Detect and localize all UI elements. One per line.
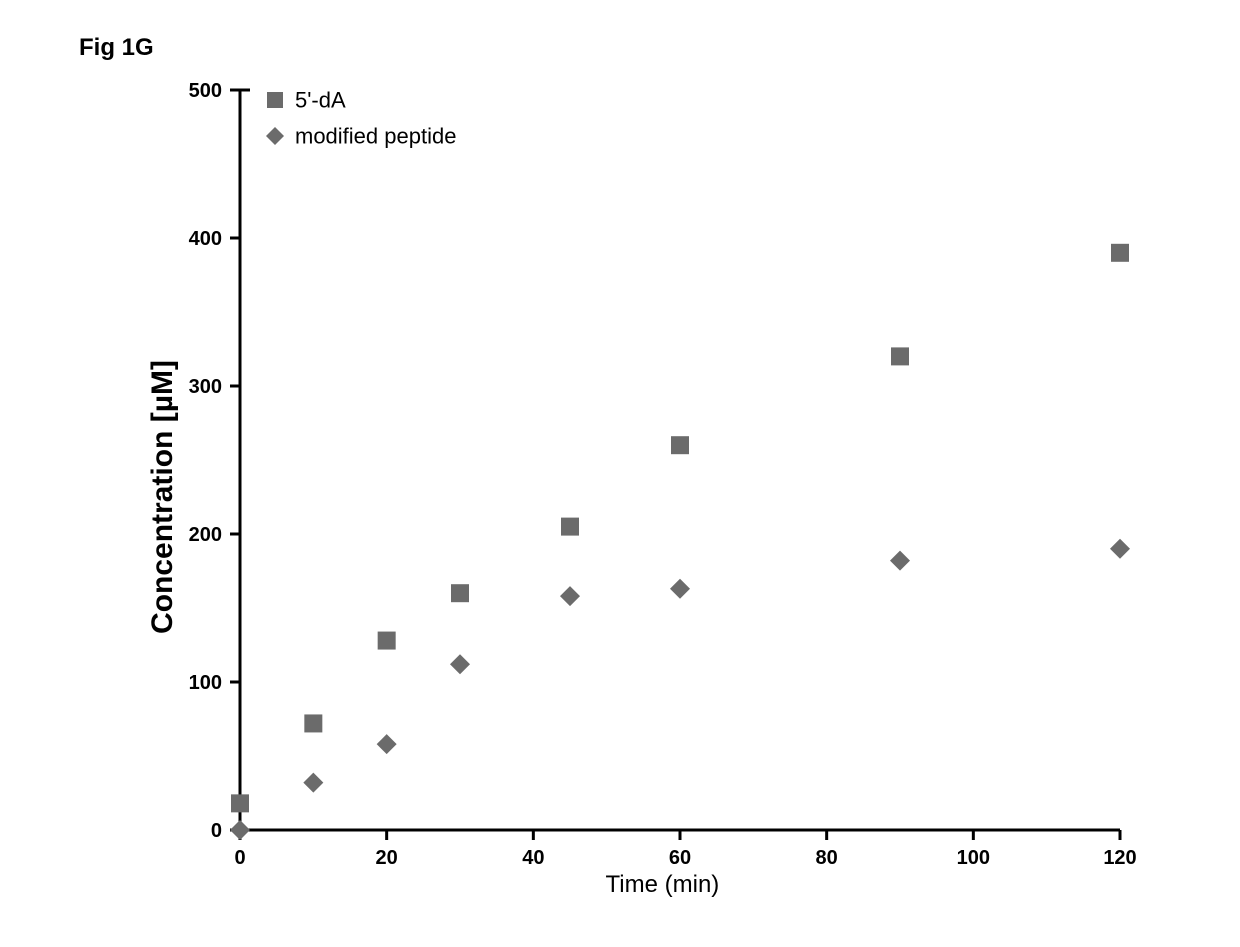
y-tick-label: 0	[211, 820, 222, 842]
x-tick-label: 100	[957, 847, 990, 869]
x-tick-label: 20	[376, 847, 398, 869]
y-tick-label: 300	[189, 376, 222, 398]
y-tick-label: 500	[189, 80, 222, 102]
x-tick-label: 60	[669, 847, 691, 869]
data-point-series-0	[671, 436, 689, 454]
legend-marker-0	[267, 92, 283, 108]
figure-label: Fig 1G	[79, 34, 154, 62]
y-tick-label: 200	[189, 524, 222, 546]
y-tick-label: 100	[189, 672, 222, 694]
x-tick-label: 120	[1103, 847, 1136, 869]
data-point-series-0	[451, 584, 469, 602]
chart-container: 0 20 40 60 80 100 120 0 100 200 300 400 500 Time (min…	[120, 70, 1180, 920]
data-point-series-0	[561, 518, 579, 536]
data-point-series-0	[891, 347, 909, 365]
data-point-series-0	[304, 714, 322, 732]
legend-label-0: 5'-dA	[295, 88, 346, 113]
chart-svg: 0 20 40 60 80 100 120 0 100 200 300 400 500 Time (min…	[120, 70, 1180, 920]
data-point-series-0	[1111, 244, 1129, 262]
y-axis-label: Concentration [µM]	[146, 360, 179, 634]
x-tick-label: 40	[522, 847, 544, 869]
x-tick-label: 0	[234, 847, 245, 869]
legend-label-1: modified peptide	[295, 124, 456, 149]
x-axis-label: Time (min)	[606, 871, 720, 898]
data-point-series-0	[378, 632, 396, 650]
chart-bg	[120, 70, 1180, 920]
x-tick-label: 80	[816, 847, 838, 869]
y-tick-label: 400	[189, 228, 222, 250]
data-point-series-0	[231, 794, 249, 812]
